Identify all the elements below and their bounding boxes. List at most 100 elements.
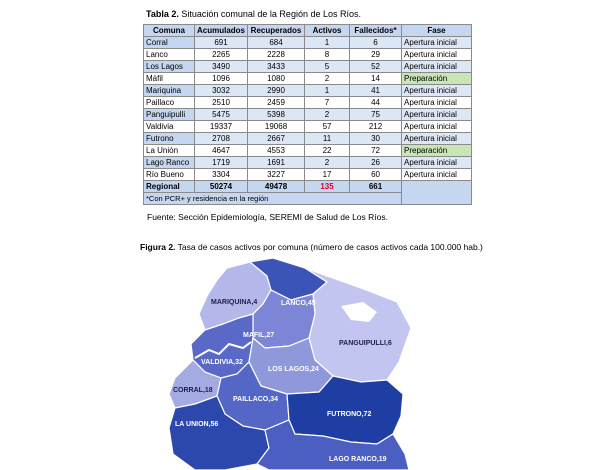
label-lanco: LANCO,45 (281, 300, 316, 307)
table-row: Corral 691 684 1 6 Apertura inicial (143, 36, 473, 49)
figure-caption-label: Figura 2. (140, 242, 176, 252)
cell-comuna: Lago Ranco (143, 156, 195, 169)
table-row: Valdivia 19337 19068 57 212 Apertura inicial (143, 120, 473, 133)
table-body: Corral 691 684 1 6 Apertura inicial Lanco 2265 2… (143, 36, 473, 181)
cell-fase: Apertura inicial (401, 168, 473, 181)
cell-fallecidos: 60 (349, 168, 403, 181)
table-row: Futrono 2708 2667 11 30 Apertura inicial (143, 132, 473, 145)
cell-activos: 57 (304, 120, 351, 133)
region-lago-ranco (256, 419, 410, 470)
cell-fase: Preparación (401, 144, 473, 157)
cell-recuperados: 5398 (247, 108, 306, 121)
cell-acumulados: 3304 (193, 168, 249, 181)
cell-comuna: Lanco (143, 48, 195, 61)
cell-fase: Apertura inicial (401, 84, 473, 97)
cell-activos: 1 (304, 84, 351, 97)
table-row: Lago Ranco 1719 1691 2 26 Apertura inicial (143, 156, 473, 169)
header-activos: Activos (304, 24, 351, 37)
cell-fase: Apertura inicial (401, 36, 473, 49)
cell-acumulados: 3490 (193, 60, 249, 73)
label-corral: CORRAL,18 (173, 387, 213, 394)
label-la-union: LA UNION,56 (175, 421, 218, 428)
table-row: Máfil 1096 1080 2 14 Preparación (143, 72, 473, 85)
header-fallecidos: Fallecidos* (349, 24, 403, 37)
cell-recuperados: 2667 (247, 132, 306, 145)
table-row: Lanco 2265 2228 8 29 Apertura inicial (143, 48, 473, 61)
cell-fallecidos: 30 (349, 132, 403, 145)
cell-acumulados: 19337 (193, 120, 249, 133)
cell-comuna: Paillaco (143, 96, 195, 109)
cell-fallecidos: 75 (349, 108, 403, 121)
cell-comuna: Máfil (143, 72, 195, 85)
cell-activos: 5 (304, 60, 351, 73)
table-total-row: Regional 50274 49478 135 661 (143, 180, 473, 205)
table-row: Paillaco 2510 2459 7 44 Apertura inicial (143, 96, 473, 109)
rate-map: MARIQUINA,4 LANCO,45 PANGUIPULLI,6 MAFIL… (168, 258, 412, 470)
cell-fase: Apertura inicial (401, 96, 473, 109)
cell-recuperados: 2459 (247, 96, 306, 109)
cell-activos: 22 (304, 144, 351, 157)
header-comuna: Comuna (143, 24, 195, 37)
header-acumulados: Acumulados (193, 24, 249, 37)
river-estuary (194, 341, 252, 359)
table-source: Fuente: Sección Epidemiología, SEREMI de… (147, 212, 388, 222)
cell-activos: 17 (304, 168, 351, 181)
cell-recuperados: 19068 (247, 120, 306, 133)
total-fase-empty (401, 180, 473, 205)
cell-comuna: Valdivia (143, 120, 195, 133)
cell-acumulados: 2708 (193, 132, 249, 145)
cell-fase: Preparación (401, 72, 473, 85)
cell-fase: Apertura inicial (401, 120, 473, 133)
cell-fallecidos: 29 (349, 48, 403, 61)
cell-recuperados: 1691 (247, 156, 306, 169)
total-acumulados: 50274 (193, 180, 249, 193)
cell-acumulados: 3032 (193, 84, 249, 97)
cell-fallecidos: 44 (349, 96, 403, 109)
header-recuperados: Recuperados (247, 24, 306, 37)
table-row: Los Lagos 3490 3433 5 52 Apertura inicial (143, 60, 473, 73)
cell-acumulados: 2510 (193, 96, 249, 109)
situation-table: Comuna Acumulados Recuperados Activos Fa… (142, 24, 473, 205)
cell-fase: Apertura inicial (401, 156, 473, 169)
cell-recuperados: 2228 (247, 48, 306, 61)
cell-activos: 1 (304, 36, 351, 49)
cell-fallecidos: 41 (349, 84, 403, 97)
table-row: Río Bueno 3304 3227 17 60 Apertura inicial (143, 168, 473, 181)
label-los-lagos: LOS LAGOS,24 (268, 366, 319, 373)
table-row: Mariquina 3032 2990 1 41 Apertura inicial (143, 84, 473, 97)
cell-fallecidos: 72 (349, 144, 403, 157)
cell-recuperados: 2990 (247, 84, 306, 97)
cell-acumulados: 1719 (193, 156, 249, 169)
cell-acumulados: 1096 (193, 72, 249, 85)
cell-fase: Apertura inicial (401, 48, 473, 61)
cell-comuna: Panguipulli (143, 108, 195, 121)
cell-activos: 8 (304, 48, 351, 61)
table-note-row: *Con PCR+ y residencia en la región (142, 192, 472, 205)
cell-recuperados: 3227 (247, 168, 306, 181)
table-caption: Tabla 2. Situación comunal de la Región … (146, 9, 361, 19)
total-recuperados: 49478 (247, 180, 306, 193)
table-caption-text: Situación comunal de la Región de Los Rí… (181, 9, 361, 19)
cell-fase: Apertura inicial (401, 108, 473, 121)
label-paillaco: PAILLACO,34 (233, 396, 278, 403)
header-fase: Fase (401, 24, 473, 37)
cell-comuna: Futrono (143, 132, 195, 145)
cell-recuperados: 1080 (247, 72, 306, 85)
total-fallecidos: 661 (349, 180, 403, 193)
cell-activos: 2 (304, 108, 351, 121)
cell-comuna: Corral (143, 36, 195, 49)
label-futrono: FUTRONO,72 (327, 411, 371, 418)
cell-acumulados: 2265 (193, 48, 249, 61)
cell-comuna: Los Lagos (143, 60, 195, 73)
cell-activos: 11 (304, 132, 351, 145)
cell-recuperados: 684 (247, 36, 306, 49)
table-row: La Unión 4647 4553 22 72 Preparación (143, 144, 473, 157)
cell-fallecidos: 6 (349, 36, 403, 49)
total-comuna: Regional (143, 180, 195, 193)
label-mafil: MAFIL,27 (243, 332, 274, 339)
figure-caption-text: Tasa de casos activos por comuna (número… (177, 242, 483, 252)
figure-caption: Figura 2. Tasa de casos activos por comu… (140, 242, 483, 252)
cell-fallecidos: 26 (349, 156, 403, 169)
table-header-row: Comuna Acumulados Recuperados Activos Fa… (143, 24, 473, 37)
cell-fallecidos: 14 (349, 72, 403, 85)
